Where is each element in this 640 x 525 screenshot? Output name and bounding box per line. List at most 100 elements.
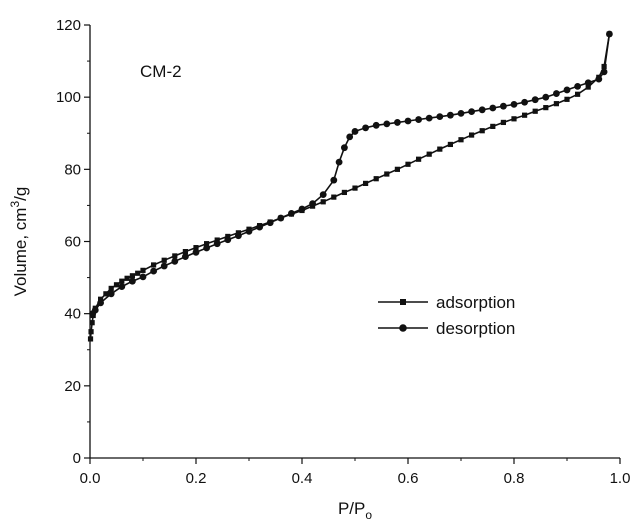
data-point-desorption	[235, 232, 242, 240]
data-point-desorption	[404, 117, 412, 125]
data-point-desorption	[489, 104, 497, 112]
x-axis-title: P/Po	[338, 499, 372, 522]
data-point-desorption	[277, 214, 285, 222]
data-point-desorption	[468, 108, 475, 115]
legend-marker-desorption	[399, 324, 407, 332]
data-point-desorption	[584, 79, 592, 87]
x-tick-label: 1.0	[610, 470, 631, 487]
data-point-desorption	[447, 111, 454, 119]
data-point-desorption	[335, 158, 343, 166]
data-point-adsorption	[564, 96, 570, 102]
data-point-adsorption	[172, 253, 178, 259]
legend-label-adsorption: adsorption	[436, 293, 515, 312]
data-point-desorption	[330, 176, 338, 184]
y-axis-title-superscript: 3	[8, 201, 22, 208]
data-point-adsorption	[469, 132, 475, 138]
data-point-adsorption	[543, 105, 549, 111]
data-point-adsorption	[522, 112, 528, 118]
data-point-desorption	[341, 144, 348, 152]
data-point-desorption	[362, 124, 369, 132]
data-point-desorption	[346, 133, 354, 141]
data-point-adsorption	[511, 116, 517, 122]
data-point-adsorption	[204, 241, 210, 247]
data-point-desorption	[288, 209, 295, 217]
data-point-adsorption	[124, 275, 130, 281]
legend-label-desorption: desorption	[436, 319, 515, 338]
data-point-desorption	[600, 68, 608, 76]
x-tick-label: 0.4	[292, 470, 313, 487]
data-point-adsorption	[193, 245, 199, 251]
data-point-desorption	[574, 82, 581, 90]
y-tick-label: 20	[64, 378, 81, 395]
data-point-desorption	[256, 223, 263, 231]
data-point-adsorption	[585, 84, 591, 90]
data-point-adsorption	[151, 262, 157, 268]
data-point-adsorption	[129, 273, 135, 279]
data-point-desorption	[415, 116, 422, 123]
data-point-desorption	[563, 86, 571, 94]
data-point-desorption	[531, 96, 539, 104]
legend-item-adsorption: adsorption	[378, 293, 515, 312]
data-point-adsorption	[363, 180, 369, 187]
data-point-adsorption	[108, 285, 114, 292]
data-point-adsorption	[98, 296, 104, 302]
data-point-desorption	[425, 114, 433, 122]
y-tick-label: 60	[64, 234, 81, 251]
data-point-desorption	[510, 100, 518, 108]
legend-item-desorption: desorption	[378, 319, 515, 338]
data-point-adsorption	[88, 329, 94, 335]
data-point-adsorption	[135, 270, 141, 276]
data-point-adsorption	[373, 176, 379, 182]
data-point-desorption	[351, 128, 359, 135]
data-point-desorption	[89, 310, 97, 318]
data-point-adsorption	[416, 156, 422, 162]
data-point-adsorption	[405, 161, 411, 167]
y-tick-label: 100	[56, 89, 81, 106]
data-point-desorption	[245, 227, 253, 235]
data-point-adsorption	[394, 166, 400, 172]
y-axis-title-tail: /g	[11, 187, 30, 201]
data-point-desorption	[372, 121, 380, 129]
x-tick-label: 0.2	[186, 470, 207, 487]
data-point-adsorption	[103, 291, 109, 297]
data-point-adsorption	[320, 199, 326, 205]
data-point-adsorption	[182, 249, 188, 255]
x-tick-label: 0.8	[504, 470, 525, 487]
y-axis-title-main: Volume, cm	[11, 208, 30, 297]
data-point-desorption	[394, 119, 401, 126]
data-point-desorption	[521, 98, 528, 106]
data-point-desorption	[203, 244, 211, 252]
y-tick-label: 120	[56, 17, 81, 34]
legend: adsorption desorption	[378, 293, 515, 338]
data-point-adsorption	[426, 151, 432, 157]
data-point-adsorption	[140, 267, 146, 273]
data-point-adsorption	[553, 101, 559, 107]
data-point-desorption	[129, 277, 136, 285]
series-layer	[87, 30, 613, 342]
data-point-adsorption	[341, 189, 347, 196]
data-point-desorption	[606, 30, 613, 38]
legend-marker-adsorption	[400, 299, 406, 305]
data-point-desorption	[500, 102, 507, 110]
data-point-desorption	[266, 219, 274, 227]
plot-area	[89, 25, 620, 459]
data-point-adsorption	[490, 123, 496, 129]
data-point-adsorption	[458, 137, 464, 143]
axis-ticks: 0 20 40 60 80 100 120 0.0 0.2 0.4 0.6 0.8 1.0	[56, 17, 630, 487]
data-point-desorption	[107, 290, 115, 298]
data-point-desorption	[224, 236, 232, 244]
data-point-desorption	[436, 113, 444, 121]
data-point-desorption	[213, 240, 221, 248]
data-point-desorption	[192, 248, 200, 256]
data-point-desorption	[118, 283, 126, 291]
data-point-adsorption	[87, 336, 94, 342]
y-axis-title: Volume, cm3/g	[8, 187, 30, 297]
data-point-desorption	[319, 191, 327, 198]
data-point-adsorption	[214, 237, 220, 243]
data-point-adsorption	[479, 128, 485, 134]
data-point-desorption	[160, 262, 168, 270]
x-tick-label: 0.0	[80, 470, 101, 487]
data-point-adsorption	[89, 320, 95, 326]
y-tick-label: 0	[73, 450, 81, 467]
